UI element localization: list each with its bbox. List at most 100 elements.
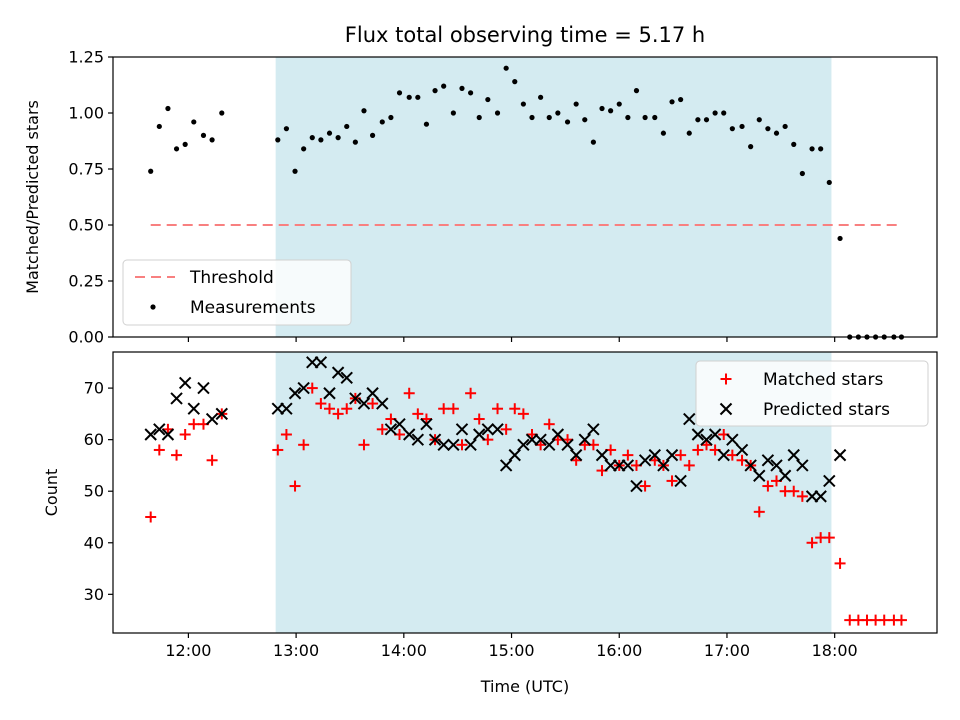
- measurement-point: [485, 96, 491, 103]
- predicted-star-point: [735, 443, 749, 457]
- matched-star-point: [473, 413, 485, 425]
- chart-title: Flux total observing time = 5.17 h: [345, 23, 705, 47]
- top-y-tick-label: 0.00: [68, 328, 104, 347]
- x-tick-label: 15:00: [488, 641, 534, 660]
- measurement-point: [669, 99, 675, 105]
- predicted-star-point: [280, 402, 293, 415]
- predicted-star-point: [744, 459, 757, 472]
- x-tick-label: 14:00: [381, 641, 427, 660]
- matched-star-point: [298, 439, 310, 451]
- top-y-ticks: 0.00 0.25 0.50 0.75 1.00 1.25: [68, 48, 113, 347]
- predicted-star-point: [314, 356, 328, 369]
- matched-star-point: [162, 423, 174, 435]
- matched-star-point: [762, 480, 774, 492]
- predicted-star-point: [357, 397, 371, 410]
- matched-star-point: [412, 408, 424, 420]
- top-shaded-span: [275, 57, 832, 337]
- measurement-point: [512, 79, 518, 85]
- predicted-star-point: [683, 412, 696, 426]
- predicted-star-point: [447, 438, 460, 452]
- matched-star-point: [289, 480, 301, 492]
- predicted-star-point: [197, 381, 210, 395]
- measurement-point: [182, 141, 188, 147]
- matched-star-point: [465, 387, 477, 399]
- measurement-point: [739, 123, 745, 130]
- predicted-star-point: [491, 423, 504, 436]
- predicted-star-point: [708, 428, 722, 441]
- measurement-point: [590, 139, 596, 145]
- measurement-point: [275, 137, 281, 143]
- measurement-point: [625, 114, 631, 121]
- measurement-point: [782, 123, 788, 130]
- measurement-point: [369, 132, 376, 138]
- bottom-points: [144, 356, 907, 626]
- top-y-tick-label: 1.25: [68, 48, 104, 67]
- measurement-point: [529, 114, 535, 121]
- matched-star-point: [692, 444, 704, 456]
- predicted-star-point: [170, 392, 183, 405]
- measurement-point: [441, 83, 447, 89]
- measurement-point: [309, 135, 315, 141]
- top-axes-frame: [112, 56, 938, 338]
- matched-star-point: [188, 418, 200, 430]
- matched-star-point: [367, 398, 379, 410]
- measurement-point: [660, 130, 667, 136]
- matched-star-point: [753, 506, 765, 518]
- measurement-point: [799, 170, 805, 177]
- predicted-star-point: [144, 428, 157, 441]
- measurement-point: [318, 137, 324, 143]
- top-y-tick-label: 0.50: [68, 216, 104, 235]
- legend-measurements-swatch: [150, 304, 156, 310]
- measurement-point: [283, 126, 290, 132]
- bottom-legend-box: [695, 360, 929, 427]
- top-y-tick-label: 1.00: [68, 104, 104, 123]
- legend-matched-swatch: [720, 373, 732, 385]
- matched-star-point: [179, 428, 191, 440]
- measurement-point: [721, 110, 727, 116]
- legend-matched-label: Matched stars: [763, 370, 883, 390]
- measurement-point: [765, 126, 771, 132]
- measurement-point: [344, 123, 350, 130]
- matched-star-point: [171, 449, 183, 461]
- measurement-point: [191, 119, 197, 125]
- measurement-point: [301, 146, 307, 152]
- predicted-star-point: [638, 454, 652, 467]
- measurement-point: [396, 90, 403, 96]
- measurement-point: [616, 101, 622, 107]
- predicted-star-point: [331, 366, 345, 379]
- measurement-point: [459, 85, 465, 91]
- bot-y-tick-label: 60: [84, 430, 104, 449]
- measurement-point: [335, 135, 341, 141]
- predicted-star-point: [761, 454, 775, 467]
- measurement-point: [837, 235, 843, 242]
- matched-star-point: [675, 449, 687, 461]
- matched-star-point: [280, 428, 292, 440]
- top-points: [148, 65, 905, 340]
- predicted-star-point: [323, 387, 336, 400]
- predicted-star-point: [384, 423, 398, 436]
- bot-y-tick-label: 30: [84, 585, 104, 604]
- matched-star-point: [420, 413, 432, 425]
- measurement-point: [686, 130, 692, 136]
- measurement-point: [633, 88, 640, 94]
- top-x-ticks: [187, 337, 836, 342]
- predicted-star-point: [403, 428, 416, 441]
- top-y-axis-label: Matched/Predicted stars: [23, 100, 42, 294]
- measurement-point: [555, 110, 561, 116]
- measurement-point: [450, 110, 456, 116]
- measurement-point: [695, 117, 701, 123]
- measurement-point: [432, 88, 438, 94]
- matched-star-point: [332, 408, 344, 420]
- measurement-point: [538, 94, 544, 100]
- predicted-star-point: [814, 490, 827, 503]
- predicted-star-point: [153, 423, 166, 436]
- matched-star-point: [358, 439, 370, 451]
- predicted-star-point: [178, 376, 192, 390]
- measurement-point: [209, 137, 215, 143]
- measurement-point: [599, 105, 605, 112]
- predicted-star-point: [630, 479, 643, 493]
- measurement-point: [546, 114, 552, 121]
- matched-star-point: [438, 403, 450, 415]
- measurement-point: [219, 110, 225, 116]
